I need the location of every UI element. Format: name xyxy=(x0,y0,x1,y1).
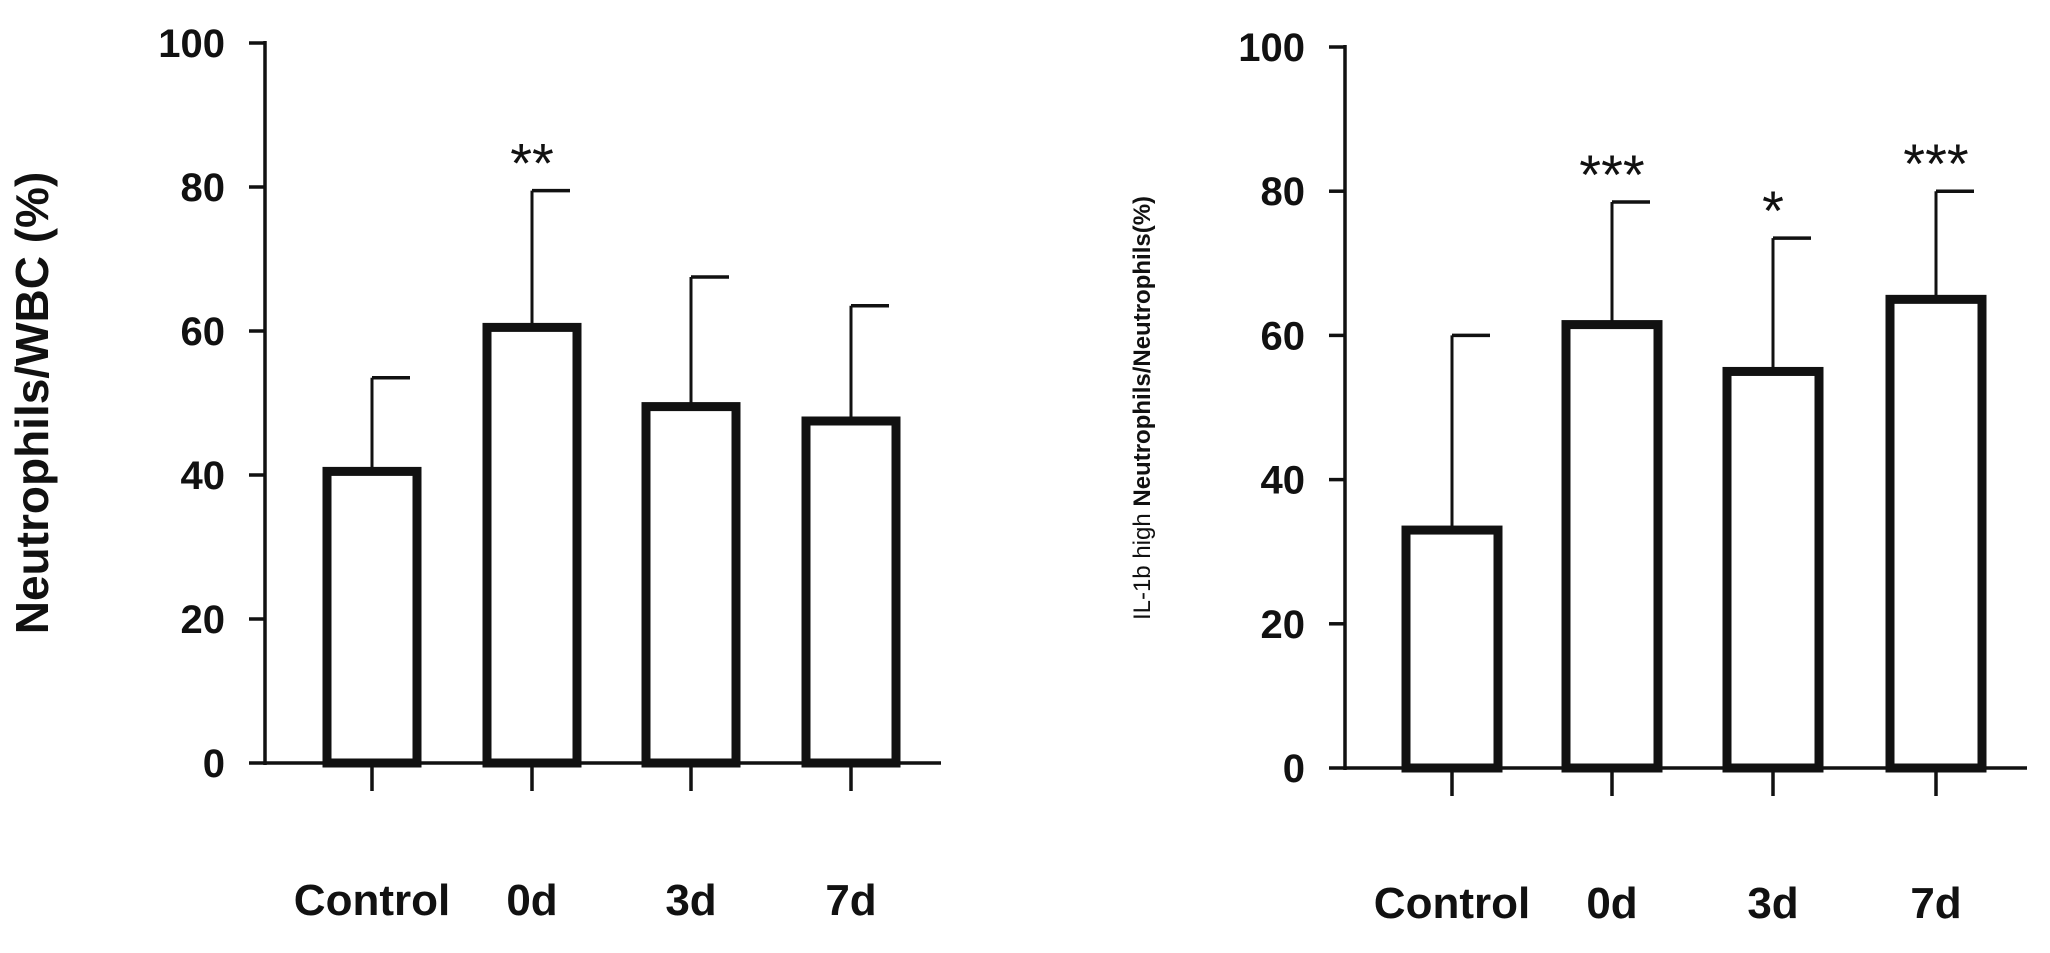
chart-panel-il1b-neutrophils: 0 20 40 60 80 100 Control *** 0d * 3d *** 7d IL-1b hi… xyxy=(1129,26,2027,928)
significance-label: ** xyxy=(510,132,554,195)
y-axis-title-prefix: IL-1b high xyxy=(1129,507,1156,620)
y-axis-title: IL-1b high Neutrophils/Neutrophils(%) xyxy=(1129,196,1156,620)
bar-control xyxy=(322,466,422,768)
y-tick-label: 100 xyxy=(158,22,225,66)
bar-3d xyxy=(1722,366,1824,773)
significance-label: * xyxy=(1762,179,1784,242)
x-category-label: Control xyxy=(294,876,450,925)
significance-label: *** xyxy=(1579,143,1644,206)
y-tick-label: 20 xyxy=(181,598,226,642)
y-axis-title: Neutrophils/WBC (%) xyxy=(6,172,58,635)
x-category-label: 7d xyxy=(1910,879,1961,928)
x-category-label: 7d xyxy=(825,876,876,925)
y-tick-label: 80 xyxy=(1261,170,1306,214)
bar-control xyxy=(1401,525,1503,773)
y-axis-title-main: Neutrophils/Neutrophils(%) xyxy=(1129,196,1156,507)
bar-7d xyxy=(801,416,901,768)
y-tick-label: 100 xyxy=(1238,26,1305,70)
y-tick-label: 0 xyxy=(1283,747,1305,791)
y-tick-label: 0 xyxy=(203,742,225,786)
x-category-label: 3d xyxy=(1747,879,1798,928)
bar-7d xyxy=(1885,294,1987,773)
y-tick-label: 40 xyxy=(181,454,226,498)
y-tick-label: 60 xyxy=(1261,314,1306,358)
y-tick-label: 40 xyxy=(1261,459,1306,503)
x-category-label: 0d xyxy=(506,876,557,925)
y-tick-label: 20 xyxy=(1261,603,1306,647)
x-category-label: 0d xyxy=(1586,879,1637,928)
bar-0d xyxy=(482,322,582,768)
chart-panel-neutrophils-wbc: 0 20 40 60 80 100 Control ** 0d 3d 7d Neutrophils/W… xyxy=(6,22,941,925)
y-tick-label: 60 xyxy=(181,310,226,354)
significance-label: *** xyxy=(1903,132,1968,195)
x-category-label: Control xyxy=(1374,879,1530,928)
bar-3d xyxy=(641,402,741,768)
y-tick-label: 80 xyxy=(181,166,226,210)
bar-0d xyxy=(1561,320,1663,773)
x-category-label: 3d xyxy=(665,876,716,925)
